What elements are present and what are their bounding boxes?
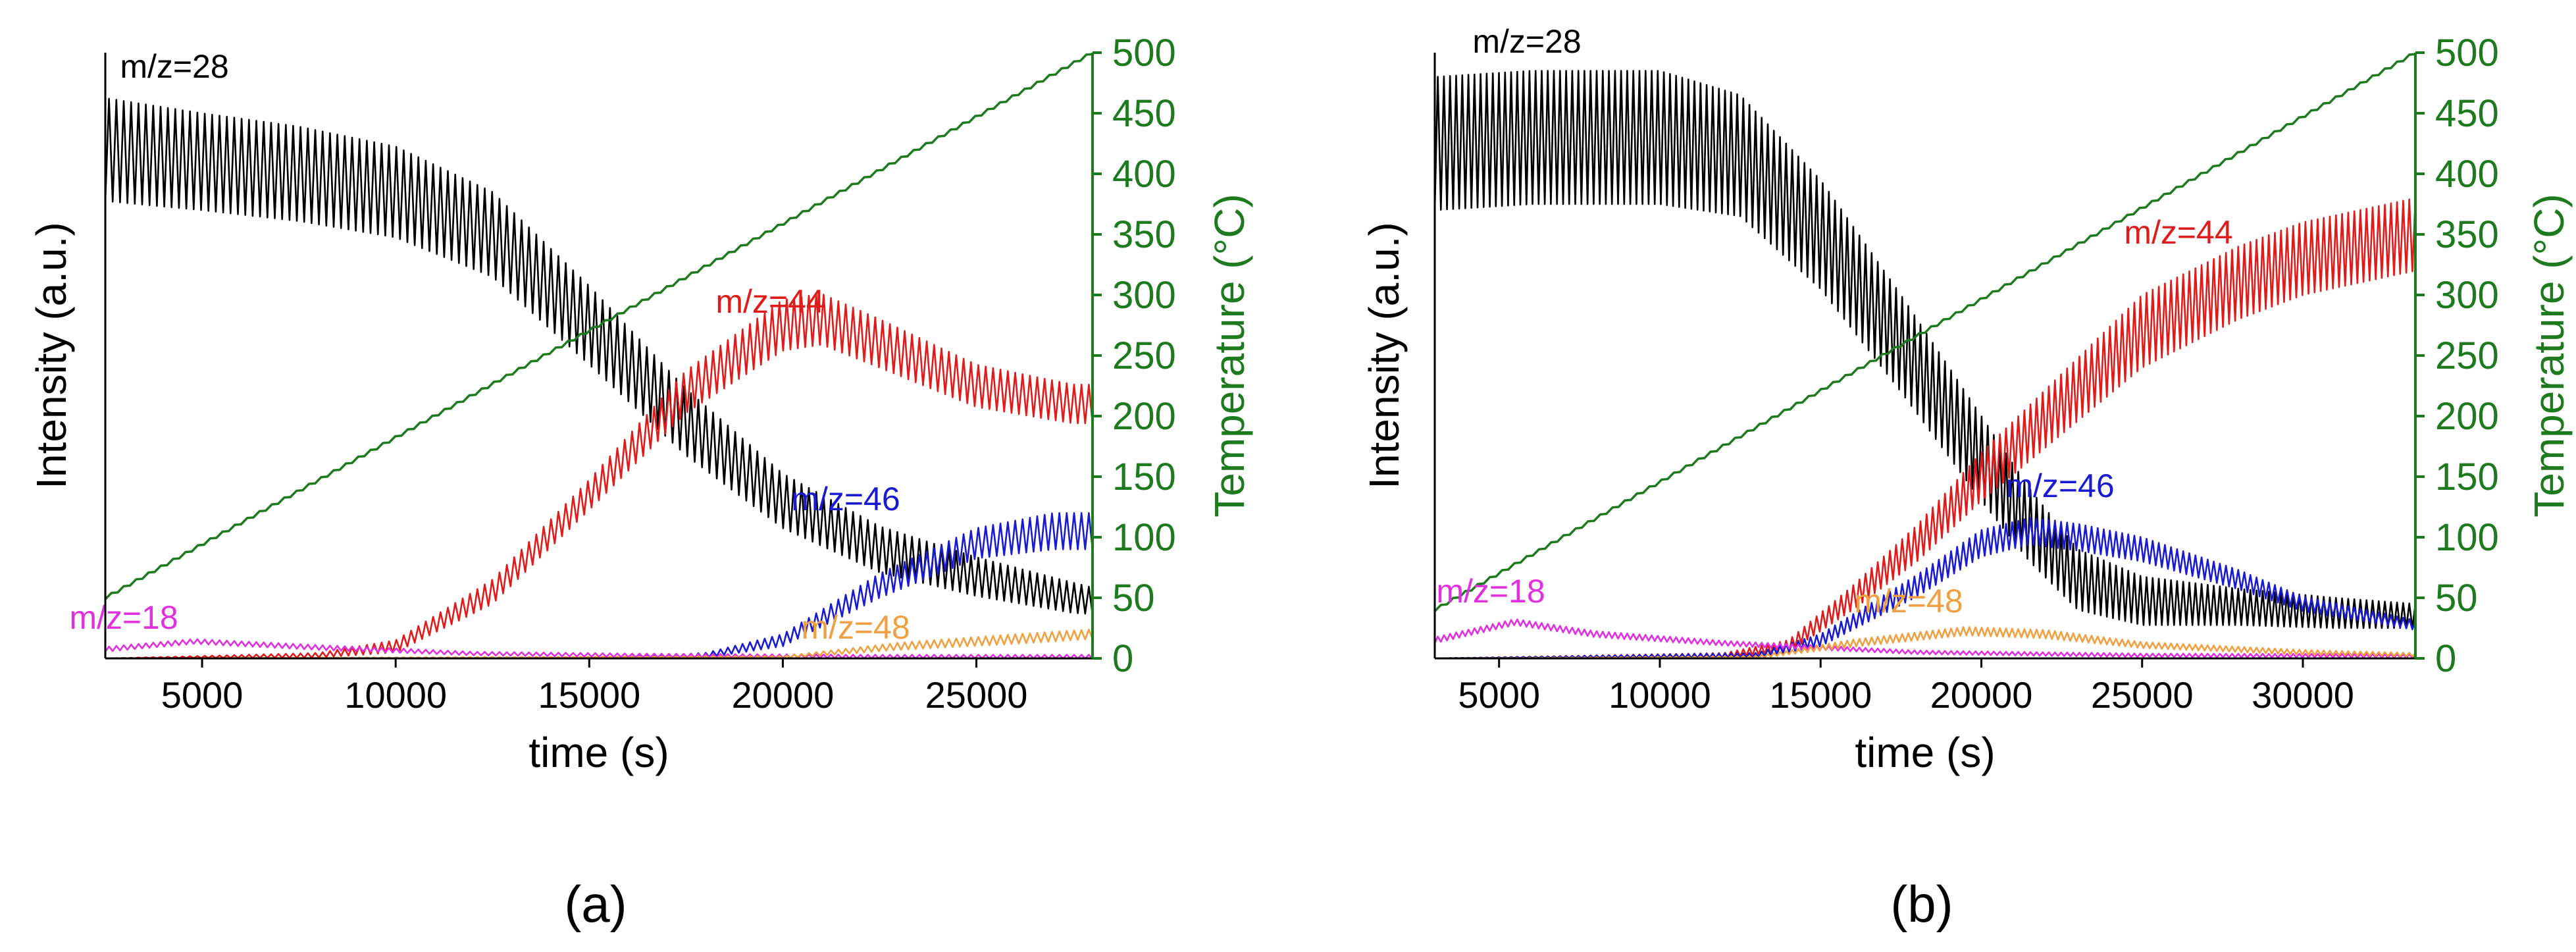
y2-tick-label: 100 <box>1112 516 1176 559</box>
series-m-z-28-line <box>104 97 1094 615</box>
y2-tick-label: 0 <box>2435 637 2456 680</box>
x-tick-label: 20000 <box>732 674 835 716</box>
y2-axis-title: Temperature (°C) <box>2525 194 2573 517</box>
series-label-m-z-48: m/z=48 <box>801 609 910 646</box>
x-tick-label: 10000 <box>344 674 447 716</box>
series-m-z-44-line <box>105 294 1094 660</box>
y2-tick-label: 0 <box>1112 637 1133 680</box>
y2-tick-label: 250 <box>1112 334 1176 377</box>
y2-tick-label: 150 <box>1112 456 1176 498</box>
y-axis-title: Intensity (a.u.) <box>28 222 75 489</box>
temperature-line <box>1433 53 2416 612</box>
y2-tick-label: 350 <box>2435 213 2499 256</box>
series-label-m-z-46: m/z=46 <box>791 481 900 517</box>
series-m-z-28-line <box>1433 70 2417 629</box>
series-label-m-z-44: m/z=44 <box>715 283 824 320</box>
series-label-m-z-44: m/z=44 <box>2124 214 2232 251</box>
panel-label-b: (b) <box>1890 875 1953 933</box>
x-tick-label: 20000 <box>1930 674 2033 716</box>
y2-tick-label: 200 <box>1112 395 1176 438</box>
y2-tick-label: 50 <box>2435 577 2478 620</box>
y2-tick-label: 200 <box>2435 395 2499 438</box>
y2-tick-label: 300 <box>1112 274 1176 317</box>
series-label-m-z-46: m/z=46 <box>2005 467 2114 504</box>
y2-axis-title: Temperature (°C) <box>1206 194 1253 517</box>
y2-tick-label: 500 <box>2435 32 2499 74</box>
series-label-m-z-28: m/z=28 <box>1472 23 1581 60</box>
x-tick-label: 10000 <box>1609 674 1711 716</box>
series-m-z-48-line <box>105 628 1094 660</box>
x-tick-label: 15000 <box>1769 674 1872 716</box>
y2-tick-label: 50 <box>1112 577 1155 620</box>
series-m-z-18-line <box>1433 618 2416 659</box>
y-axis-title: Intensity (a.u.) <box>1360 222 1408 489</box>
y2-tick-label: 100 <box>2435 516 2499 559</box>
x-tick-label: 25000 <box>2091 674 2194 716</box>
y2-tick-label: 350 <box>1112 213 1176 256</box>
series-label-m-z-18: m/z=18 <box>1436 573 1545 610</box>
x-axis-title: time (s) <box>1855 729 1995 776</box>
y2-tick-label: 250 <box>2435 334 2499 377</box>
x-axis-title: time (s) <box>528 729 669 776</box>
temperature-line <box>104 53 1093 600</box>
y2-tick-label: 450 <box>2435 92 2499 135</box>
series-label-m-z-28: m/z=28 <box>120 48 228 85</box>
series-m-z-18-line <box>104 638 1093 660</box>
y2-tick-label: 500 <box>1112 32 1176 74</box>
x-tick-label: 30000 <box>2252 674 2354 716</box>
series-label-m-z-48: m/z=48 <box>1854 583 1963 620</box>
y2-tick-label: 300 <box>2435 274 2499 317</box>
y2-tick-label: 150 <box>2435 456 2499 498</box>
x-tick-label: 25000 <box>925 674 1028 716</box>
series-label-m-z-18: m/z=18 <box>69 599 178 636</box>
y2-tick-label: 450 <box>1112 92 1176 135</box>
x-tick-label: 5000 <box>161 674 244 716</box>
x-tick-label: 5000 <box>1458 674 1540 716</box>
x-tick-label: 15000 <box>538 674 640 716</box>
y2-tick-label: 400 <box>2435 153 2499 196</box>
y2-tick-label: 400 <box>1112 153 1176 196</box>
panel-label-a: (a) <box>564 875 627 933</box>
